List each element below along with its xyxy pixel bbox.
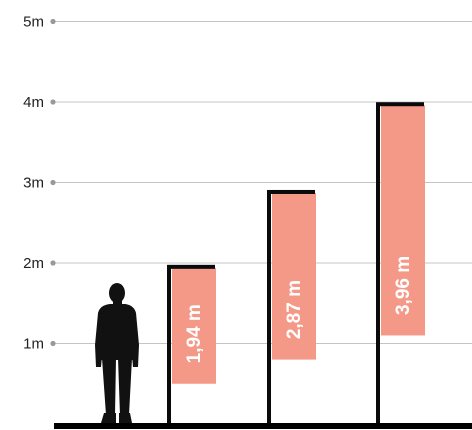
tick-dot-5m bbox=[50, 18, 56, 25]
flag-top-bar bbox=[167, 264, 215, 269]
bar-value-label: 2,87 m bbox=[284, 280, 305, 339]
flag-rect bbox=[272, 192, 316, 360]
bar-value-label: 1,94 m bbox=[184, 304, 205, 363]
y-axis-ticks: 1m 2m 3m 4m 5m bbox=[23, 14, 56, 353]
person-silhouette-icon bbox=[95, 283, 139, 423]
flag-bars: 1,94 m 2,87 m 3,96 m bbox=[167, 102, 425, 424]
tick-label: 4m bbox=[23, 94, 44, 111]
flag-bar-3: 3,96 m bbox=[376, 102, 425, 424]
flag-rect bbox=[381, 105, 425, 336]
tick-dot-3m bbox=[50, 179, 56, 186]
flag-rect bbox=[172, 267, 216, 384]
tick-dot-1m bbox=[50, 340, 56, 347]
flag-pole bbox=[267, 191, 271, 424]
tick-dot-4m bbox=[50, 99, 56, 105]
flag-top-bar bbox=[267, 189, 315, 194]
tick-label: 5m bbox=[23, 14, 44, 31]
tick-dot-2m bbox=[50, 260, 56, 266]
bar-value-label: 3,96 m bbox=[393, 256, 414, 315]
flag-top-bar bbox=[376, 102, 424, 107]
tick-label: 1m bbox=[23, 336, 44, 353]
ground-line bbox=[54, 423, 472, 429]
flag-bar-2: 2,87 m bbox=[267, 189, 316, 424]
flag-bar-1: 1,94 m bbox=[167, 264, 216, 424]
flag-pole bbox=[167, 266, 171, 424]
tick-label: 2m bbox=[23, 255, 44, 272]
flag-pole bbox=[376, 104, 380, 424]
tick-label: 3m bbox=[23, 175, 44, 192]
